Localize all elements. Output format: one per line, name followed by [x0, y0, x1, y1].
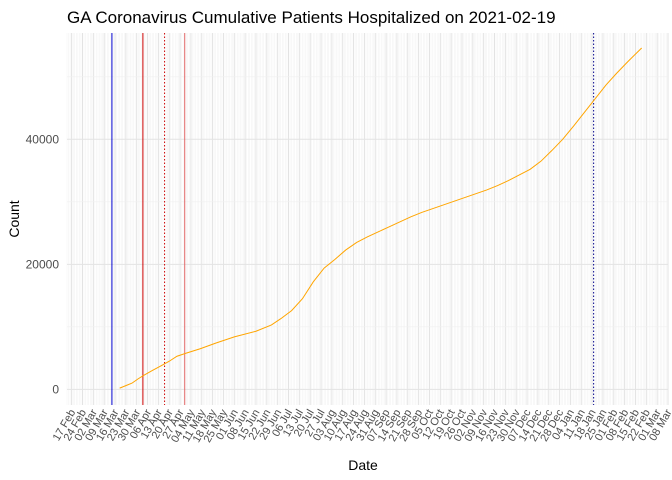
- y-axis-title: Count: [6, 200, 22, 237]
- x-axis-title: Date: [348, 457, 378, 473]
- chart-title: GA Coronavirus Cumulative Patients Hospi…: [67, 8, 556, 27]
- y-tick-label: 0: [52, 382, 59, 396]
- reference-lines: [111, 33, 595, 405]
- series-line: [119, 47, 643, 389]
- y-axis-ticks: 0 20000 40000: [26, 132, 60, 396]
- y-tick-label: 20000: [26, 257, 60, 271]
- y-tick-label: 40000: [26, 132, 60, 146]
- grid: [66, 33, 669, 405]
- series-layer: [119, 47, 643, 389]
